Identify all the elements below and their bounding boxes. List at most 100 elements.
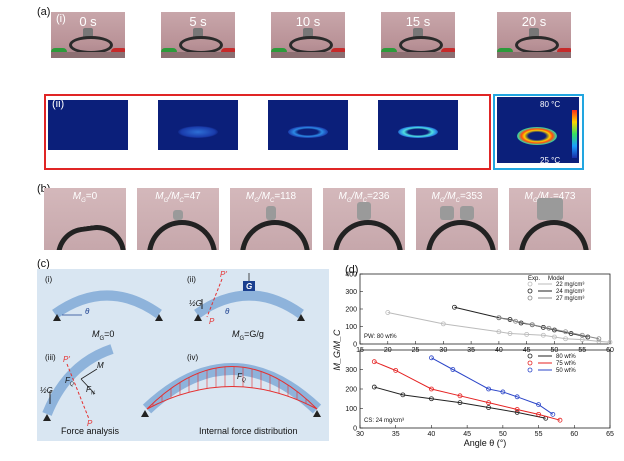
thermal-color-scale <box>572 110 577 158</box>
c-halfG-iii: ½G <box>40 386 53 395</box>
data-point <box>514 409 520 415</box>
arch-sample <box>240 220 310 250</box>
c-G-label: G <box>246 282 253 291</box>
weight-block <box>266 206 276 220</box>
arch-iv <box>142 363 322 414</box>
data-point <box>429 386 434 392</box>
thermal-image <box>158 100 238 150</box>
panel-d-charts: 15 20 25 30 35 40 45 50 55 60 0 100 200 300 400 PW: 80 … <box>330 262 624 456</box>
weight-block-ii <box>243 281 255 291</box>
arch-ii <box>194 290 304 319</box>
c-M: M <box>97 361 104 370</box>
c-P-ii: P <box>209 317 215 326</box>
plot-annotation: PW: 80 wt% <box>364 334 397 340</box>
series-model-line <box>498 317 599 340</box>
c-cap-ii: MG=G/g <box>232 329 264 342</box>
y-tick-label: 0 <box>353 342 357 349</box>
mass-ratio-caption: MG/MC=236 <box>338 191 390 204</box>
legend-marker <box>527 295 533 301</box>
photo-base <box>381 52 455 58</box>
x-tick-label: 50 <box>551 347 559 354</box>
legend-marker <box>527 281 533 287</box>
internal-force-hatching <box>152 366 307 406</box>
thermal-image <box>48 100 128 150</box>
photo-base <box>51 52 125 58</box>
data-point <box>371 384 377 390</box>
data-point <box>429 355 434 361</box>
y-axis-label: M_G/M_C <box>332 329 342 371</box>
scale-max-label: 80 °C <box>540 100 561 109</box>
legend-label: 27 mg/cm³ <box>556 296 584 302</box>
data-point <box>486 386 491 392</box>
heat-ring <box>517 127 557 145</box>
data-point <box>557 417 563 423</box>
legend-label: 50 wt% <box>556 368 576 374</box>
weight <box>303 28 313 38</box>
y-tick-label: 400 <box>345 272 357 279</box>
panel-a-row-i-label: (i) <box>56 13 66 25</box>
x-tick-label: 55 <box>578 347 586 354</box>
data-point <box>546 325 552 331</box>
heating-photo: 0 s <box>51 12 125 58</box>
load-photo: MG/MC=236 <box>323 188 405 250</box>
data-point <box>529 322 535 328</box>
heat-ring <box>288 126 328 138</box>
c-theta-i: θ <box>85 307 90 316</box>
c-sub-iv: (iv) <box>187 353 199 362</box>
data-point <box>440 321 446 327</box>
y-tick-label: 300 <box>345 289 357 296</box>
series-model-line <box>374 361 561 421</box>
x-tick-label: 30 <box>439 347 447 354</box>
thermal-red-frame <box>44 94 491 170</box>
x-tick-label: 55 <box>535 431 543 438</box>
data-point <box>496 315 502 321</box>
x-tick-label: 30 <box>356 431 364 438</box>
legend-marker <box>527 367 533 373</box>
load-photo: MG=0 <box>44 188 126 250</box>
y-tick-label: 0 <box>353 426 357 433</box>
plot-annotation: CS: 24 mg/cm³ <box>364 418 404 424</box>
y-tick-label: 200 <box>345 387 357 394</box>
heat-ring <box>398 126 438 138</box>
c-P-prime-iii: P' <box>63 355 70 364</box>
heating-photo: 15 s <box>381 12 455 58</box>
c-sub-i: (i) <box>45 275 53 284</box>
weight <box>83 28 93 38</box>
x-tick-label: 45 <box>463 431 471 438</box>
thermal-image <box>497 97 579 163</box>
weight <box>529 28 539 38</box>
panel-a-row-ii-label: (ii) <box>52 98 65 110</box>
legend-label: 75 wt% <box>556 361 576 367</box>
c-FN: FN <box>86 385 95 397</box>
x-tick-label: 40 <box>495 347 503 354</box>
legend-marker <box>527 353 533 359</box>
load-photo: MG/MC=473 <box>509 188 591 250</box>
data-point <box>457 400 463 406</box>
weight-block <box>440 206 454 220</box>
x-tick-label: 35 <box>392 431 400 438</box>
thermal-blue-frame <box>493 94 584 170</box>
heating-photo: 5 s <box>161 12 235 58</box>
weight-block <box>460 206 474 220</box>
arch-sample <box>519 220 589 250</box>
c-FQ: FQ <box>65 376 74 388</box>
legend-label: 80 wt% <box>556 354 576 360</box>
data-point <box>385 310 391 315</box>
support-right-i <box>155 314 163 321</box>
data-point <box>536 402 541 408</box>
data-point <box>496 329 502 335</box>
c-sub-iii: (iii) <box>45 353 56 362</box>
data-point <box>500 389 506 395</box>
force-line-ii <box>206 278 223 318</box>
data-point <box>524 331 530 337</box>
arch-iii <box>42 344 114 416</box>
data-point <box>607 339 613 345</box>
arch-sample <box>333 220 403 250</box>
data-point <box>579 332 585 338</box>
data-point <box>563 329 568 335</box>
y-tick-label: 300 <box>345 367 357 374</box>
panel-c-svg <box>42 273 322 421</box>
y-tick-label: 100 <box>345 406 357 413</box>
data-point <box>452 304 457 310</box>
